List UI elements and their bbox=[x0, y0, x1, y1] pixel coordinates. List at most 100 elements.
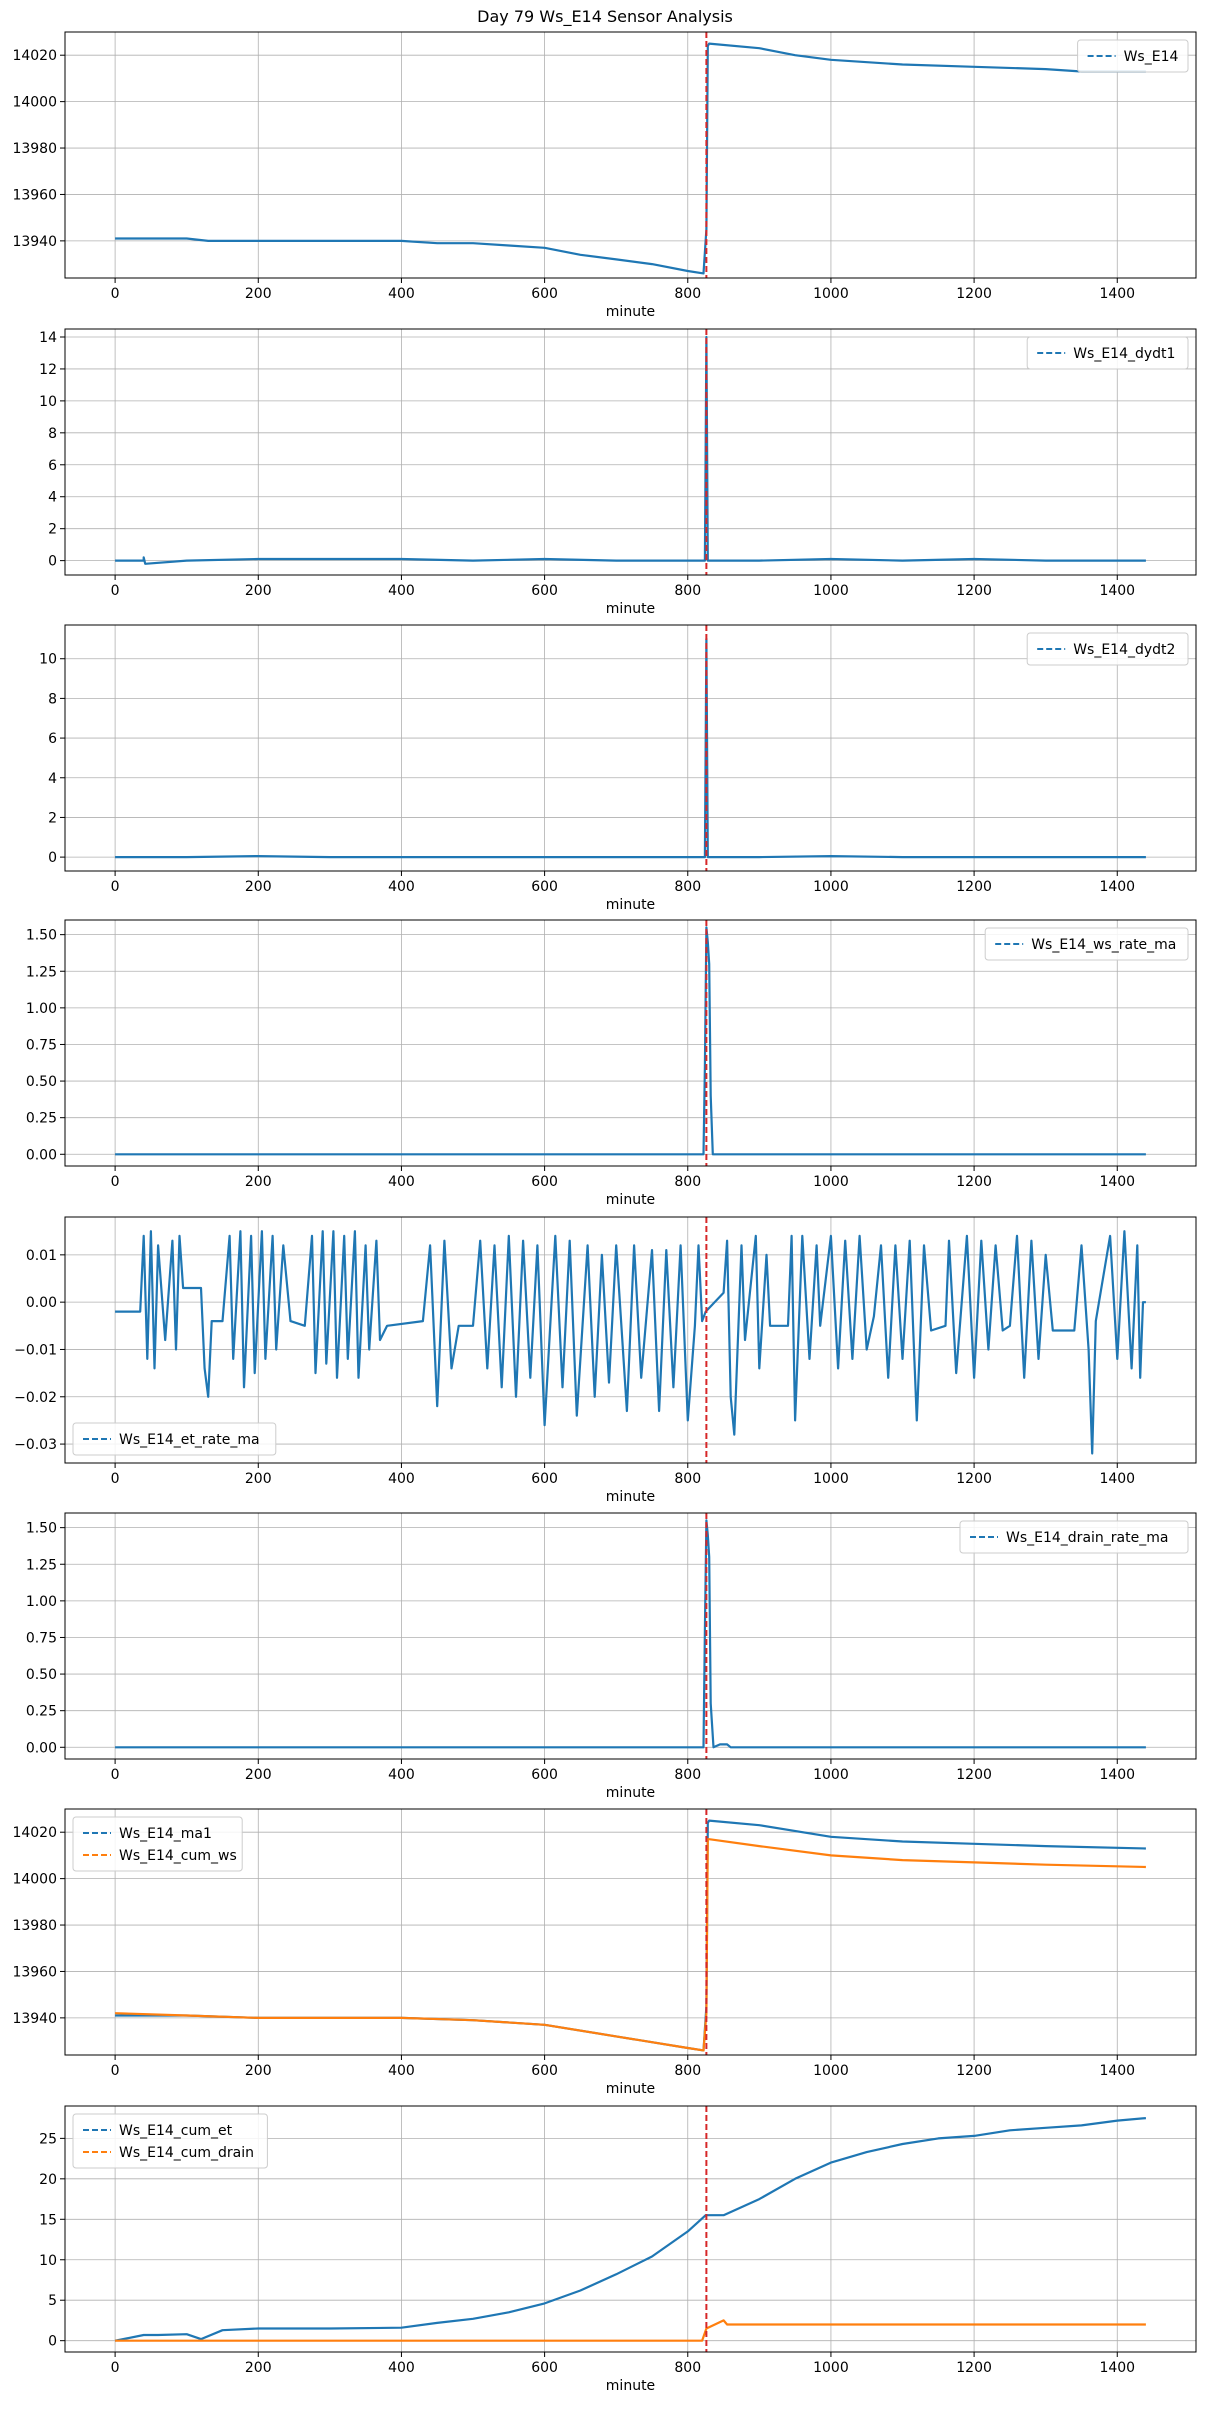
legend-entry: Ws_E14_ws_rate_ma bbox=[1031, 937, 1176, 953]
y-tick-label: 8 bbox=[48, 426, 57, 442]
axes-frame bbox=[64, 1808, 1197, 2056]
axes-frame bbox=[64, 1216, 1197, 1464]
subplot-2: 0 200 400 600 800 1000 1200 1400 0 2 4 6 8 10 12 14 minu… bbox=[39, 328, 1197, 617]
legend: Ws_E14 bbox=[1077, 39, 1189, 73]
y-tick-label: 14000 bbox=[12, 95, 57, 111]
x-tick-label: 1400 bbox=[1099, 879, 1135, 895]
x-axis-label: minute bbox=[606, 1489, 655, 1505]
x-axis-label: minute bbox=[606, 2378, 655, 2394]
x-tick-label: 400 bbox=[388, 583, 415, 599]
y-tick-label: 13940 bbox=[12, 234, 57, 250]
x-tick-label: 0 bbox=[111, 2063, 120, 2079]
legend-entry: Ws_E14_drain_rate_ma bbox=[1006, 1530, 1168, 1546]
legend-box bbox=[1077, 39, 1189, 73]
axes-frame bbox=[64, 328, 1197, 576]
x-tick-label: 800 bbox=[674, 583, 701, 599]
y-tick-label: 13960 bbox=[12, 187, 57, 203]
y-tick-label: 1.50 bbox=[26, 928, 57, 944]
y-tick-label: 1.25 bbox=[26, 1557, 57, 1573]
x-tick-label: 200 bbox=[245, 286, 272, 302]
x-tick-label: 0 bbox=[111, 1767, 120, 1783]
x-tick-label: 800 bbox=[674, 1767, 701, 1783]
series-line-ws-e14-cum-ws bbox=[115, 1838, 1146, 2052]
x-tick-label: 600 bbox=[531, 2063, 558, 2079]
axes-frame bbox=[64, 624, 1197, 872]
x-axis-label: minute bbox=[606, 601, 655, 617]
x-tick-label: 0 bbox=[111, 1471, 120, 1487]
figure-title: Day 79 Ws_E14 Sensor Analysis bbox=[477, 7, 733, 27]
axes-frame bbox=[64, 1512, 1197, 1760]
y-tick-label: 0.25 bbox=[26, 1704, 57, 1720]
x-tick-label: 600 bbox=[531, 583, 558, 599]
legend: Ws_E14_dydt1 bbox=[1026, 336, 1189, 370]
subplot-8: 0 200 400 600 800 1000 1200 1400 0 5 10 15 20 25 minut… bbox=[39, 2105, 1197, 2394]
x-tick-label: 200 bbox=[245, 1767, 272, 1783]
y-tick-label: 12 bbox=[39, 362, 57, 378]
y-tick-label: 10 bbox=[39, 652, 57, 668]
series-line-ws-e14-cum-drain bbox=[115, 2319, 1146, 2342]
x-axis-label: minute bbox=[606, 304, 655, 320]
x-tick-label: 1000 bbox=[813, 2063, 849, 2079]
subplot-5: 0 200 400 600 800 1000 1200 1400 −0.03 −0.02 −0.01… bbox=[14, 1216, 1197, 1505]
x-tick-label: 400 bbox=[388, 879, 415, 895]
x-tick-label: 800 bbox=[674, 1471, 701, 1487]
y-tick-label: 0.01 bbox=[26, 1248, 57, 1264]
axes-frame bbox=[64, 919, 1197, 1167]
y-tick-label: 14020 bbox=[12, 1825, 57, 1841]
legend-entry: Ws_E14_cum_ws bbox=[119, 1848, 237, 1864]
y-tick-label: 0.50 bbox=[26, 1667, 57, 1683]
y-tick-label: 0.00 bbox=[26, 1295, 57, 1311]
x-tick-label: 1200 bbox=[956, 1174, 992, 1190]
x-tick-label: 1000 bbox=[813, 1767, 849, 1783]
x-tick-label: 800 bbox=[674, 286, 701, 302]
x-tick-label: 1400 bbox=[1099, 1767, 1135, 1783]
x-tick-label: 1400 bbox=[1099, 286, 1135, 302]
legend-box bbox=[72, 1422, 277, 1456]
x-tick-label: 200 bbox=[245, 1471, 272, 1487]
y-tick-label: 0.00 bbox=[26, 1147, 57, 1163]
legend-entry: Ws_E14_cum_et bbox=[119, 2123, 233, 2139]
series-line-ws-e14 bbox=[115, 42, 1146, 275]
axes-frame bbox=[64, 31, 1197, 279]
x-axis-label: minute bbox=[606, 1785, 655, 1801]
y-tick-label: 0.00 bbox=[26, 1740, 57, 1756]
legend-box bbox=[984, 927, 1189, 961]
x-tick-label: 400 bbox=[388, 286, 415, 302]
x-tick-label: 0 bbox=[111, 286, 120, 302]
x-tick-label: 200 bbox=[245, 2360, 272, 2376]
x-tick-label: 400 bbox=[388, 1174, 415, 1190]
x-tick-label: 400 bbox=[388, 1767, 415, 1783]
y-tick-label: 0.75 bbox=[26, 1037, 57, 1053]
y-tick-label: 0 bbox=[48, 554, 57, 570]
legend-box bbox=[959, 1520, 1189, 1554]
series-line-ws-e14-cum-et bbox=[114, 2117, 1146, 2342]
y-tick-label: −0.03 bbox=[14, 1437, 57, 1453]
x-tick-label: 400 bbox=[388, 1471, 415, 1487]
y-tick-label: 15 bbox=[39, 2212, 57, 2228]
subplot-3: 0 200 400 600 800 1000 1200 1400 0 2 4 6 8 10 minute Ws… bbox=[39, 624, 1197, 913]
y-tick-label: 13940 bbox=[12, 2011, 57, 2027]
series-line-ws-e14-dydt1 bbox=[115, 335, 1146, 565]
x-tick-label: 600 bbox=[531, 879, 558, 895]
legend-entry: Ws_E14_dydt2 bbox=[1073, 642, 1175, 658]
y-tick-label: 10 bbox=[39, 2253, 57, 2269]
x-tick-label: 1000 bbox=[813, 583, 849, 599]
subplot-6: 0 200 400 600 800 1000 1200 1400 0.00 0.25 0.50 0.7… bbox=[26, 1512, 1197, 1801]
y-tick-label: 0.75 bbox=[26, 1630, 57, 1646]
y-tick-label: 1.00 bbox=[26, 1001, 57, 1017]
legend: Ws_E14_cum_et Ws_E14_cum_drain bbox=[72, 2113, 268, 2169]
x-tick-label: 0 bbox=[111, 2360, 120, 2376]
y-tick-label: 1.50 bbox=[26, 1521, 57, 1537]
x-tick-label: 1200 bbox=[956, 2360, 992, 2376]
legend: Ws_E14_ma1 Ws_E14_cum_ws bbox=[72, 1816, 243, 1872]
legend-box bbox=[72, 1816, 243, 1872]
x-tick-label: 1000 bbox=[813, 879, 849, 895]
y-tick-label: 8 bbox=[48, 691, 57, 707]
x-tick-label: 1200 bbox=[956, 2063, 992, 2079]
x-tick-label: 200 bbox=[245, 879, 272, 895]
x-tick-label: 1200 bbox=[956, 583, 992, 599]
x-tick-label: 1000 bbox=[813, 2360, 849, 2376]
subplot-panels: 0 200 400 600 800 1000 1200 1400139401396013980… bbox=[12, 31, 1197, 2394]
y-tick-label: 14020 bbox=[12, 48, 57, 64]
